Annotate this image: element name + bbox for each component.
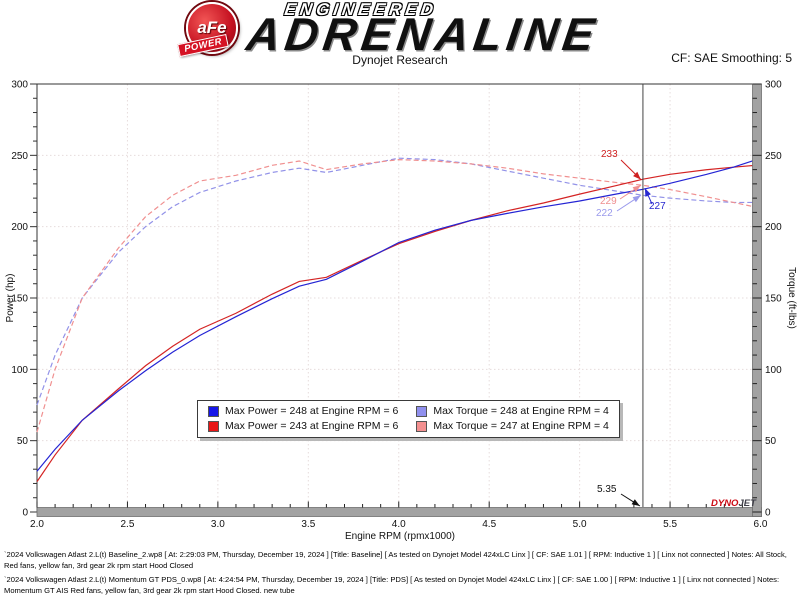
series-pds-torque-ft-lbs-	[36, 157, 761, 406]
callout-arrowhead	[632, 185, 641, 193]
smoothing-setting: CF: SAE Smoothing: 5	[671, 51, 792, 65]
callout-arrowhead	[632, 195, 641, 203]
rpm-tick-label: 5.0	[573, 519, 587, 530]
callout-3: 227	[649, 201, 666, 212]
torque-tick-label: 100	[765, 365, 782, 376]
legend-swatch-baseline-torque	[416, 421, 428, 432]
cursor-rpm-label: 5.35	[597, 484, 617, 495]
callout-0: 233	[601, 149, 618, 160]
run-info-line: `2024 Volkswagen Atlast 2.L(t) Baseline_…	[4, 550, 787, 559]
power-tick-label: 150	[11, 294, 28, 305]
torque-tick-label: 300	[765, 80, 782, 91]
y-axis-title-right: Torque (ft-lbs)	[786, 267, 797, 329]
power-tick-label: 100	[11, 365, 28, 376]
afe-badge: aFe POWER	[177, 2, 238, 58]
brand-adrenaline: ADRENALINE	[243, 8, 603, 60]
dynojet-logo-jet: JET	[738, 498, 756, 509]
rpm-tick-label: 4.0	[392, 519, 406, 530]
run-info-line: Momentum GT AIS Red fans, yellow fan, 3r…	[4, 586, 295, 595]
legend-item-baseline-max-power: Max Power = 243 at Engine RPM = 6	[208, 419, 398, 434]
power-tick-label: 250	[11, 151, 28, 162]
legend-item-baseline-max-torque: Max Torque = 247 at Engine RPM = 4	[416, 419, 609, 434]
callout-arrowhead	[644, 188, 651, 197]
legend-label: Max Torque = 248 at Engine RPM = 4	[433, 405, 609, 417]
afe-badge-text: aFe	[197, 18, 227, 37]
rpm-tick-label: 5.5	[663, 519, 677, 530]
legend-item-pds-max-power: Max Power = 248 at Engine RPM = 6	[208, 404, 398, 419]
run-info-line: Red fans, yellow fan, 3rd gear 2k rpm st…	[4, 561, 194, 570]
chart-legend: Max Power = 248 at Engine RPM = 6 Max To…	[197, 400, 620, 438]
power-tick-label: 0	[22, 508, 28, 519]
callout-arrowhead	[633, 171, 641, 180]
legend-label: Max Power = 248 at Engine RPM = 6	[225, 405, 399, 417]
legend-item-pds-max-torque: Max Torque = 248 at Engine RPM = 4	[416, 404, 609, 419]
torque-tick-label: 50	[765, 436, 777, 447]
legend-swatch-pds-power	[208, 406, 219, 417]
rpm-tick-label: 2.5	[120, 519, 134, 530]
torque-tick-label: 250	[765, 151, 782, 162]
torque-axis-bar	[752, 83, 762, 517]
torque-tick-label: 0	[765, 508, 771, 519]
callout-arrowhead	[631, 499, 640, 506]
rpm-tick-label: 4.5	[482, 519, 496, 530]
rpm-tick-label: 3.0	[211, 519, 225, 530]
series-baseline-torque-ft-lbs-	[36, 159, 761, 433]
power-tick-label: 50	[17, 436, 29, 447]
power-tick-label: 300	[11, 80, 28, 91]
series-pds-power-hp-	[36, 157, 761, 472]
power-tick-label: 200	[11, 222, 28, 233]
rpm-tick-label: 6.0	[754, 519, 768, 530]
rpm-tick-label: 2.0	[30, 519, 44, 530]
callout-2: 222	[596, 208, 613, 219]
dynojet-logo-dyno: DYNO	[711, 498, 739, 509]
x-axis-title: Engine RPM (rpmx1000)	[345, 531, 455, 542]
brand-text: ENGINEERED ADRENALINE	[243, 0, 603, 60]
rpm-tick-label: 3.5	[301, 519, 315, 530]
x-axis-bar	[36, 507, 762, 517]
run-info: `2024 Volkswagen Atlast 2.L(t) Baseline_…	[4, 549, 797, 596]
torque-tick-label: 200	[765, 222, 782, 233]
y-axis-title-left: Power (hp)	[5, 274, 16, 323]
callout-1: 229	[600, 196, 617, 207]
legend-label: Max Torque = 247 at Engine RPM = 4	[433, 420, 609, 432]
torque-tick-label: 150	[765, 294, 782, 305]
run-info-line: `2024 Volkswagen Atlast 2.L(t) Momentum …	[4, 575, 780, 584]
dynojet-logo: DYNOJET	[711, 498, 756, 509]
chart-title: Dynojet Research	[352, 53, 448, 67]
legend-label: Max Power = 243 at Engine RPM = 6	[225, 420, 399, 432]
legend-swatch-pds-torque	[416, 406, 428, 417]
legend-swatch-baseline-power	[208, 421, 219, 432]
afe-logo: aFe POWER ENGINEERED ADRENALINE	[177, 0, 603, 60]
